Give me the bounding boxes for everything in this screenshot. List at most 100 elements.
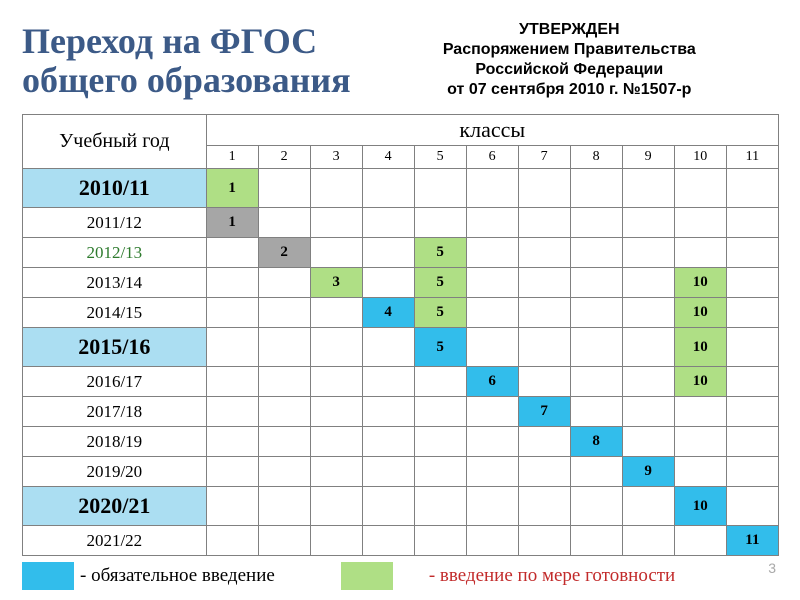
grade-cell (258, 397, 310, 427)
grade-cell (622, 367, 674, 397)
grade-cell (570, 397, 622, 427)
grade-cell (206, 298, 258, 328)
grade-cell (518, 487, 570, 526)
grade-cell (362, 526, 414, 556)
grade-cell (622, 487, 674, 526)
grade-cell (570, 238, 622, 268)
grade-cell (674, 238, 726, 268)
grade-cell (622, 169, 674, 208)
grade-cell (570, 208, 622, 238)
grade-cell (674, 457, 726, 487)
year-cell: 2020/21 (23, 487, 207, 526)
grade-cell: 8 (570, 427, 622, 457)
grade-cell (206, 328, 258, 367)
grade-cell: 10 (674, 487, 726, 526)
table-row: 2016/17610 (23, 367, 779, 397)
grade-cell (258, 169, 310, 208)
grade-cell: 4 (362, 298, 414, 328)
grade-cell (310, 208, 362, 238)
grade-cell (726, 457, 778, 487)
grade-cell (258, 427, 310, 457)
grade-cell (518, 169, 570, 208)
grade-cell: 10 (674, 298, 726, 328)
grade-cell (310, 427, 362, 457)
grade-cell (362, 367, 414, 397)
legend-swatch-blue (22, 562, 74, 590)
grade-cell (466, 169, 518, 208)
table-row: 2013/143510 (23, 268, 779, 298)
table-row: 2018/19 8 (23, 427, 779, 457)
table-row: 2020/21 10 (23, 487, 779, 526)
grade-cell (310, 238, 362, 268)
table-head: Учебный годклассы1234567891011 (23, 115, 779, 169)
grade-cell (206, 457, 258, 487)
grade-cell (518, 238, 570, 268)
column-header: 6 (466, 146, 518, 169)
year-cell: 2017/18 (23, 397, 207, 427)
legend: - обязательное введение - введение по ме… (22, 562, 782, 590)
grade-cell (570, 298, 622, 328)
grade-cell (518, 526, 570, 556)
table-row: 2019/209 (23, 457, 779, 487)
grade-cell (362, 238, 414, 268)
column-header: 1 (206, 146, 258, 169)
table-body: 2010/1112011/1212012/13252013/1435102014… (23, 169, 779, 556)
grade-cell (258, 457, 310, 487)
grade-cell (726, 208, 778, 238)
grade-cell: 2 (258, 238, 310, 268)
grade-cell (310, 397, 362, 427)
grade-cell: 7 (518, 397, 570, 427)
grade-cell (570, 169, 622, 208)
grade-cell (622, 298, 674, 328)
grade-cell (518, 208, 570, 238)
grade-cell (362, 169, 414, 208)
grade-cell (206, 487, 258, 526)
grade-cell (518, 367, 570, 397)
grade-cell (258, 268, 310, 298)
grade-cell (466, 328, 518, 367)
grade-cell (258, 367, 310, 397)
grade-cell (466, 487, 518, 526)
grade-cell (414, 526, 466, 556)
grade-cell (674, 169, 726, 208)
grade-cell (726, 328, 778, 367)
grade-cell: 6 (466, 367, 518, 397)
grade-cell (622, 397, 674, 427)
legend-mandatory-label: - обязательное введение (80, 565, 275, 587)
grade-cell (622, 427, 674, 457)
grade-cell (466, 427, 518, 457)
grade-cell (570, 328, 622, 367)
grade-cell (414, 427, 466, 457)
year-cell: 2018/19 (23, 427, 207, 457)
page-number: 3 (768, 560, 776, 576)
grade-cell (310, 487, 362, 526)
grade-cell (622, 238, 674, 268)
grade-cell (310, 457, 362, 487)
grade-cell (466, 298, 518, 328)
grade-cell (414, 457, 466, 487)
grade-cell (362, 457, 414, 487)
grade-cell: 11 (726, 526, 778, 556)
grade-cell (518, 328, 570, 367)
header: Переход на ФГОС общего образования УТВЕР… (22, 18, 782, 100)
grade-cell: 10 (674, 367, 726, 397)
grade-cell (622, 328, 674, 367)
column-header: 11 (726, 146, 778, 169)
year-cell: 2019/20 (23, 457, 207, 487)
grade-cell (362, 328, 414, 367)
grade-cell (414, 169, 466, 208)
grade-cell (414, 487, 466, 526)
grade-cell (206, 238, 258, 268)
page-title: Переход на ФГОС общего образования (22, 18, 351, 100)
grade-cell (414, 208, 466, 238)
grade-cell (570, 457, 622, 487)
grade-cell (674, 208, 726, 238)
schedule-table: Учебный годклассы1234567891011 2010/1112… (22, 114, 779, 556)
grade-cell (310, 298, 362, 328)
column-header: 2 (258, 146, 310, 169)
year-cell: 2012/13 (23, 238, 207, 268)
table-row: 2015/16510 (23, 328, 779, 367)
grade-cell (258, 487, 310, 526)
grade-cell (726, 238, 778, 268)
grade-cell (466, 457, 518, 487)
